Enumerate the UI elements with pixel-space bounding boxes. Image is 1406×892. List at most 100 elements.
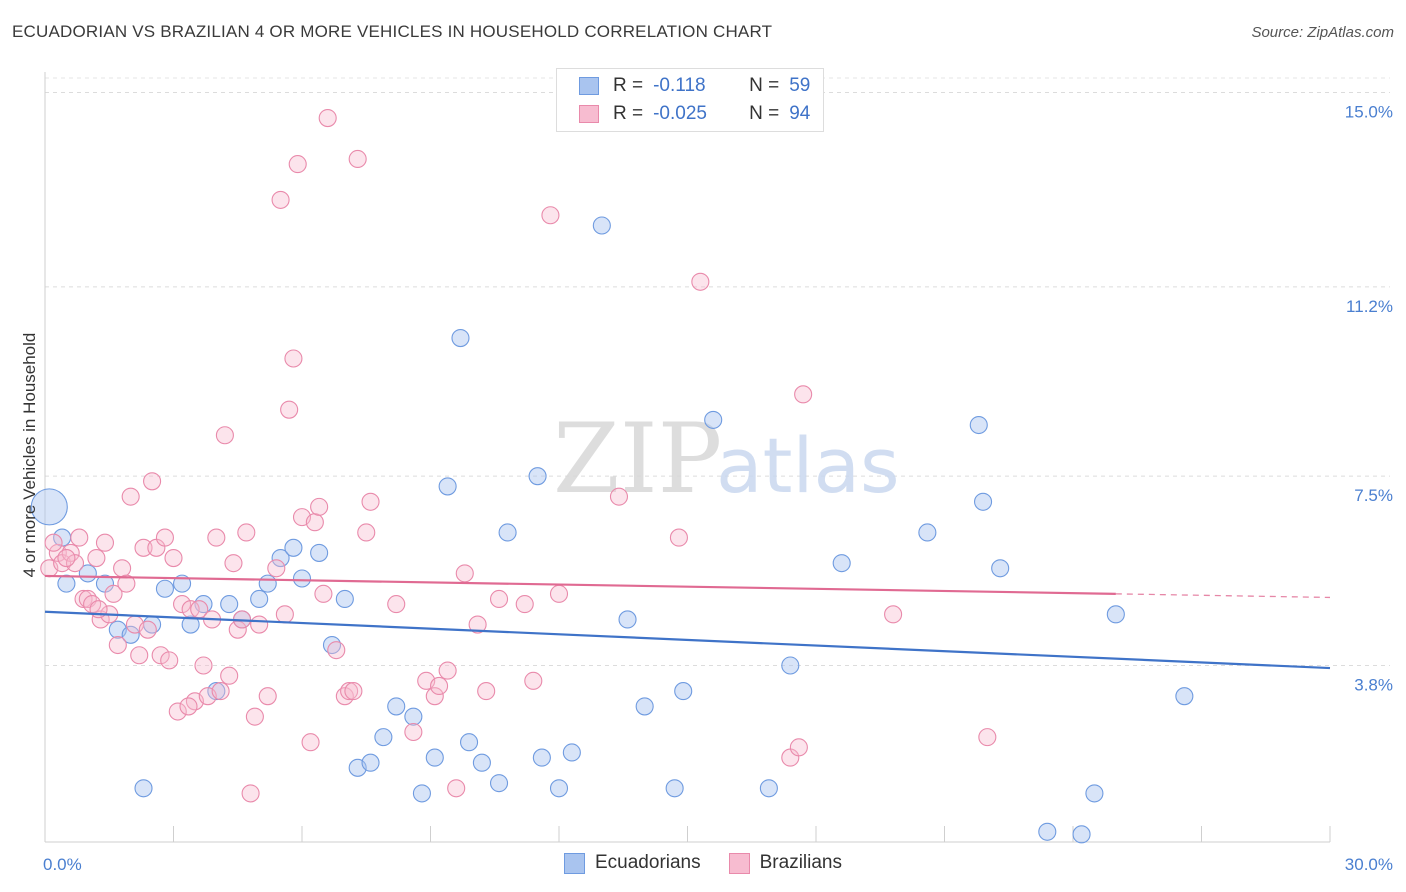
data-point — [361, 492, 380, 511]
data-point — [138, 620, 157, 639]
data-point — [250, 589, 269, 609]
grid-lines — [45, 77, 1390, 666]
data-point — [455, 564, 474, 583]
data-point — [549, 584, 569, 603]
data-point — [549, 779, 569, 798]
data-point — [387, 697, 406, 716]
data-point — [1038, 822, 1057, 841]
data-point — [425, 687, 444, 706]
data-point — [665, 779, 684, 798]
data-point — [258, 687, 277, 706]
trend-line-brazilians-extension — [1115, 593, 1331, 599]
data-point — [207, 682, 226, 701]
data-point — [438, 661, 457, 680]
legend-label-brazilians: Brazilians — [759, 852, 842, 873]
data-point — [459, 733, 479, 752]
series-legend: Ecuadorians Brazilians — [0, 852, 1406, 874]
legend-n-value: 94 — [789, 103, 811, 124]
data-point — [515, 595, 534, 614]
data-point — [1175, 687, 1194, 706]
data-point — [412, 784, 431, 803]
stats-legend: R = -0.118 N = 59 R = -0.025 N = 94 — [556, 68, 824, 132]
data-point — [301, 733, 320, 752]
data-point — [357, 523, 376, 542]
data-point — [305, 513, 324, 532]
data-point — [978, 728, 997, 747]
data-point — [704, 410, 723, 429]
watermark-atlas: atlas — [716, 421, 900, 510]
data-point — [524, 671, 543, 690]
data-point — [284, 349, 303, 368]
data-point — [211, 682, 230, 701]
data-point — [425, 748, 444, 767]
data-point — [489, 589, 509, 609]
data-point — [117, 574, 136, 593]
legend-swatch-brazilians — [728, 852, 750, 874]
data-point — [361, 753, 380, 772]
legend-swatch-ecuadorians — [579, 77, 599, 95]
data-point — [592, 216, 611, 235]
data-point — [348, 149, 367, 169]
legend-n-value: 59 — [789, 75, 811, 96]
data-point — [532, 748, 551, 767]
data-point — [969, 415, 988, 435]
data-point — [160, 651, 179, 670]
legend-n-label: N = — [749, 103, 780, 124]
y-tick-label: 3.8% — [1354, 675, 1393, 694]
watermark-zip: ZIP — [553, 403, 722, 515]
data-point — [275, 605, 294, 624]
data-point — [292, 569, 312, 588]
data-point — [173, 595, 192, 614]
data-point — [832, 554, 851, 573]
data-point — [618, 610, 637, 629]
legend-swatch-ecuadorians — [564, 852, 585, 874]
data-point — [44, 533, 63, 552]
data-point — [635, 697, 654, 716]
data-point — [250, 615, 269, 634]
data-point — [472, 753, 491, 772]
series-ecuadorians — [30, 216, 1194, 844]
data-point — [451, 328, 470, 348]
x-tick-label-max: 30.0% — [1345, 855, 1393, 874]
legend-r-label: R = — [613, 103, 644, 124]
data-point — [258, 574, 277, 593]
data-point — [477, 682, 496, 701]
data-point — [468, 615, 487, 634]
legend-item-ecuadorians: Ecuadorians — [564, 852, 701, 874]
data-point — [1072, 825, 1091, 844]
data-point — [280, 400, 299, 419]
data-point — [691, 272, 710, 291]
legend-label-ecuadorians: Ecuadorians — [595, 852, 701, 873]
data-point — [335, 589, 354, 609]
legend-item-brazilians: Brazilians — [728, 852, 842, 874]
data-point — [1106, 605, 1125, 624]
data-point — [95, 533, 115, 552]
data-point — [104, 584, 123, 603]
axis-labels: 3.8% 7.5% 11.2% 15.0% 0.0% 30.0% — [43, 102, 1393, 874]
trend-line-ecuadorians — [44, 610, 1331, 670]
data-point — [1085, 784, 1104, 803]
data-point — [130, 646, 149, 665]
data-point — [30, 488, 68, 526]
data-point — [220, 595, 239, 614]
data-point — [918, 523, 937, 542]
data-point — [344, 682, 363, 701]
data-point — [759, 779, 778, 798]
data-point — [318, 108, 337, 128]
data-point — [65, 554, 85, 573]
data-point — [674, 682, 693, 701]
data-point — [438, 477, 457, 496]
data-point — [237, 523, 256, 542]
data-point — [314, 584, 333, 603]
data-point — [794, 385, 813, 404]
data-point — [220, 666, 239, 685]
data-point — [669, 528, 688, 547]
data-point — [74, 589, 93, 609]
data-point — [528, 467, 547, 486]
data-points — [30, 108, 1194, 844]
data-point — [70, 528, 89, 547]
y-axis-label: 4 or more Vehicles in Household — [20, 333, 39, 578]
trend-line-brazilians — [44, 574, 1116, 595]
data-point — [57, 574, 76, 593]
